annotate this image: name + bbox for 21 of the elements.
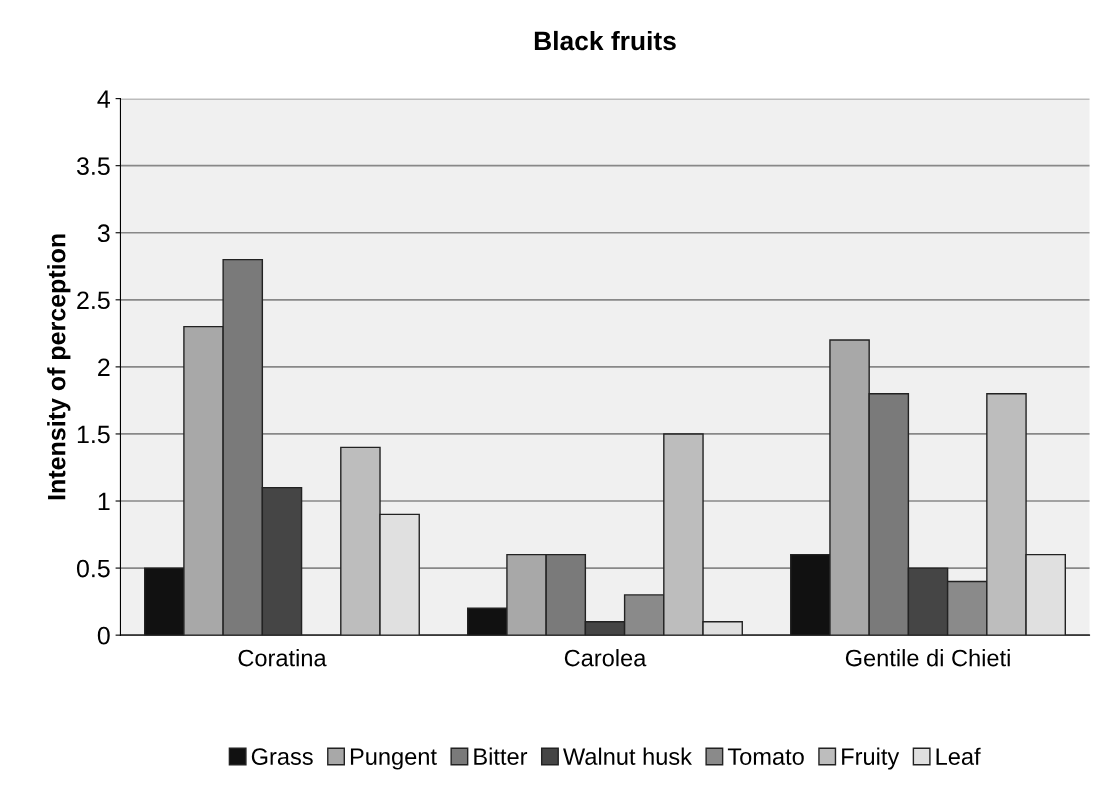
- x-tick-label: Carolea: [564, 649, 647, 667]
- legend-label: Bitter: [474, 747, 528, 765]
- y-tick-label: 0.5: [76, 559, 110, 578]
- legend-label: Pungent: [350, 748, 437, 770]
- x-tick-label: Coratina: [238, 649, 327, 667]
- legend-label: Tomato: [727, 748, 804, 765]
- legend-label: Leaf: [936, 747, 981, 765]
- chart-title: Black fruits: [534, 30, 676, 51]
- y-tick-label: 0: [97, 626, 110, 645]
- y-tick-label: 4: [97, 90, 110, 108]
- legend-label: Walnut husk: [563, 747, 692, 765]
- y-tick-label: 1.5: [77, 425, 110, 444]
- x-tick-label: Gentile di Chieti: [845, 649, 1010, 667]
- y-tick-label: 2: [98, 358, 110, 376]
- y-tick-label: 3: [97, 224, 110, 243]
- legend-label: Fruity: [842, 747, 900, 770]
- y-tick-label: 2.5: [77, 291, 110, 310]
- y-axis-title: Intensity of perception: [47, 234, 71, 500]
- y-tick-label: 1: [98, 492, 110, 511]
- legend-label: Grass: [251, 748, 313, 765]
- y-tick-label: 3.5: [76, 157, 110, 175]
